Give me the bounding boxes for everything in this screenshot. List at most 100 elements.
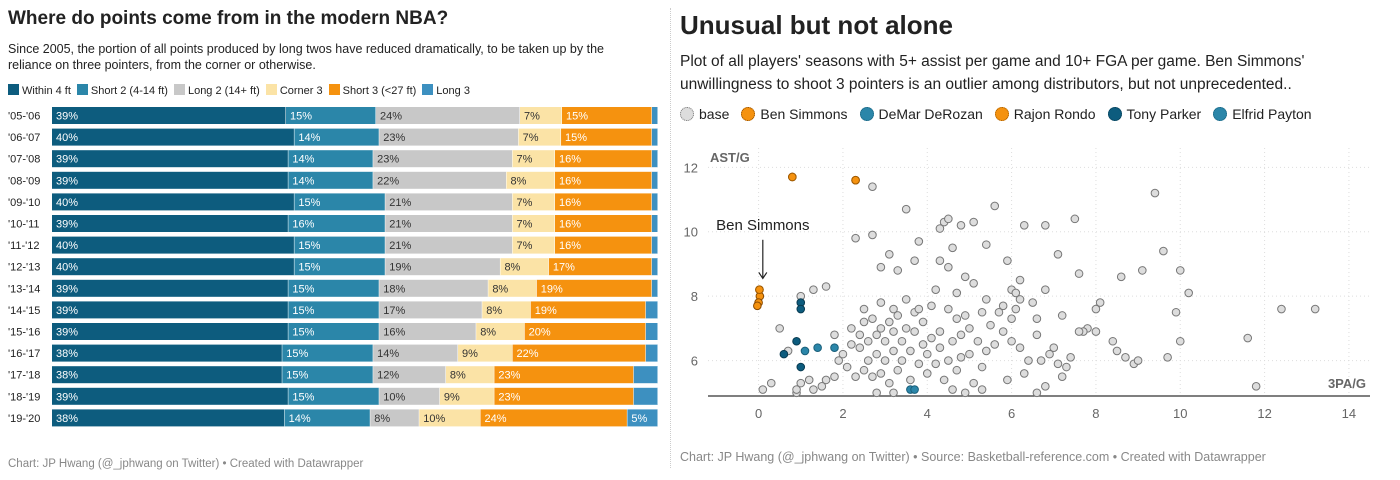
y-tick-label: 12: [684, 160, 698, 175]
data-point: [758, 385, 768, 394]
data-point: [889, 304, 898, 314]
data-point: [981, 240, 991, 249]
bar-segment: [651, 150, 658, 168]
data-point: [948, 243, 957, 253]
bar-segment: [645, 301, 658, 319]
data-point: [901, 295, 911, 304]
data-point: [809, 385, 818, 394]
data-point: [813, 343, 822, 352]
data-label: 39%: [56, 154, 78, 166]
legend-label: Elfrid Payton: [1232, 106, 1312, 122]
legend-label: Rajon Rondo: [1013, 106, 1096, 122]
data-point: [1032, 388, 1042, 398]
bar-segment: [500, 258, 549, 276]
data-label: 21%: [389, 197, 411, 209]
data-point: [766, 378, 776, 388]
data-label: 15%: [298, 240, 320, 252]
data-point: [1057, 372, 1067, 381]
data-point: [859, 304, 869, 314]
data-point: [1041, 220, 1050, 230]
data-point: [1091, 304, 1101, 314]
data-point: [944, 262, 953, 272]
bar-segment: [506, 171, 555, 189]
data-point: [779, 349, 789, 359]
data-label: 24%: [484, 413, 506, 425]
data-point: [1028, 298, 1037, 307]
legend-item-3: Rajon Rondo: [994, 106, 1096, 122]
legend-label: base: [699, 106, 730, 122]
data-label: 14%: [298, 132, 320, 144]
data-point: [956, 220, 966, 230]
data-label: 8%: [374, 413, 390, 425]
data-label: 39%: [56, 283, 78, 295]
data-label: 8%: [492, 283, 508, 295]
data-point: [914, 237, 924, 246]
bar-segment: [488, 279, 537, 297]
data-point: [969, 378, 978, 388]
bar-segment: [651, 279, 658, 297]
bar-segment: [633, 387, 658, 405]
legend-swatch: [76, 84, 88, 95]
legend-item-4: Short 3 (<27 ft): [328, 84, 417, 97]
legend-swatch: [328, 84, 340, 95]
data-point: [1159, 246, 1168, 256]
data-point: [927, 333, 936, 343]
data-point: [1163, 353, 1172, 362]
data-point: [1062, 362, 1071, 372]
bar-segment: [379, 128, 519, 146]
bar-segment: [458, 344, 513, 362]
data-point: [796, 362, 806, 372]
left-chart-title: Where do points come from in the modern …: [8, 8, 449, 29]
data-point: [885, 249, 894, 259]
bar-segment: [445, 366, 495, 384]
data-point: [952, 314, 962, 324]
data-label: 17%: [383, 305, 405, 317]
data-point: [922, 369, 932, 378]
bar-segment: [288, 323, 380, 340]
data-point: [935, 343, 945, 352]
data-label: 21%: [389, 219, 411, 231]
data-point: [885, 317, 894, 327]
data-label: 7%: [517, 197, 533, 209]
bar-segment: [554, 193, 652, 211]
data-point: [1121, 353, 1130, 362]
data-point: [889, 327, 898, 336]
legend-label: Short 3 (<27 ft): [342, 85, 417, 97]
bar-segment: [282, 344, 374, 362]
data-point: [880, 336, 890, 346]
bar-segment: [373, 171, 507, 189]
data-label: 5%: [631, 413, 647, 425]
x-tick-label: 6: [1008, 406, 1015, 421]
data-label: 7%: [517, 219, 533, 231]
data-point: [914, 359, 924, 369]
bar-segment: [288, 171, 374, 189]
data-label: 39%: [56, 111, 78, 123]
data-point: [973, 336, 983, 346]
bar-segment: [52, 236, 295, 254]
bar-segment: [512, 236, 555, 254]
bar-segment: [651, 236, 658, 254]
data-point: [876, 298, 886, 307]
data-label: 40%: [56, 132, 78, 144]
data-point: [952, 288, 962, 298]
data-point: [792, 385, 801, 394]
bar-segment: [379, 323, 477, 340]
bar-segment: [288, 387, 380, 405]
data-point: [872, 330, 881, 340]
data-label: 22%: [517, 348, 539, 360]
data-point: [863, 336, 873, 346]
data-point: [897, 336, 907, 346]
data-point: [800, 346, 810, 356]
bar-segment: [373, 366, 446, 384]
data-point: [960, 272, 970, 282]
legend-item-1: Short 2 (4-14 ft): [76, 84, 168, 97]
data-point: [821, 375, 831, 385]
category-label: '18-'19: [8, 391, 40, 403]
data-label: 24%: [380, 111, 402, 123]
legend-item-2: Long 2 (14+ ft): [173, 84, 260, 97]
data-point: [910, 385, 919, 394]
data-label: 8%: [504, 262, 520, 274]
legend-item-5: Elfrid Payton: [1213, 106, 1312, 122]
bar-segment: [554, 150, 652, 168]
data-point: [1310, 304, 1320, 314]
